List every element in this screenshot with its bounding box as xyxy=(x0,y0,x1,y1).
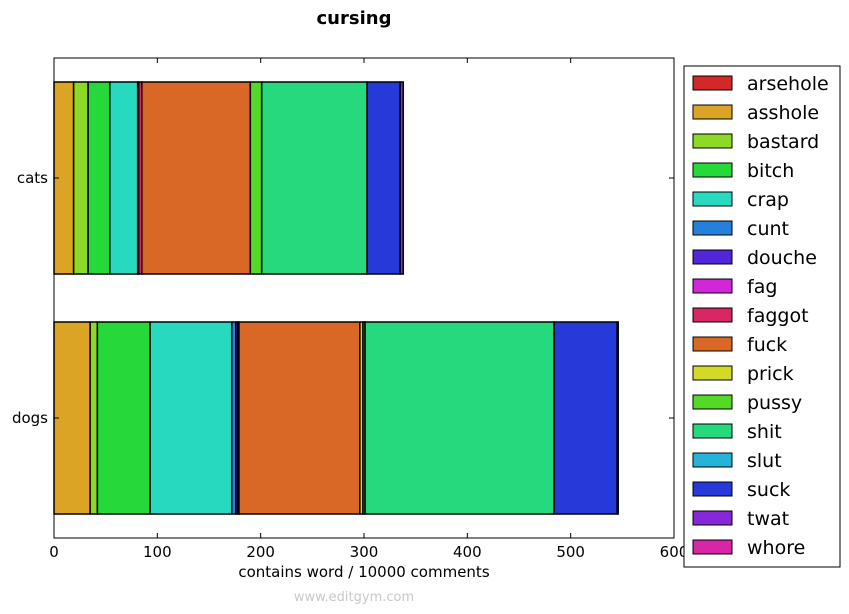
legend-swatch-prick xyxy=(692,365,733,381)
legend-label-faggot: faggot xyxy=(747,305,809,327)
bar-dogs-crap xyxy=(149,321,233,515)
legend-label-arsehole: arsehole xyxy=(747,73,829,95)
legend-swatch-shit xyxy=(692,423,733,439)
legend: arsehole asshole bastard bitch crap cunt douch… xyxy=(683,65,841,568)
legend-swatch-slut xyxy=(692,452,733,468)
x-tick-label: 400 xyxy=(453,543,482,561)
legend-label-whore: whore xyxy=(747,537,805,559)
x-tick-label: 500 xyxy=(556,543,585,561)
legend-swatch-fuck xyxy=(692,336,733,352)
bar-dogs-fuck xyxy=(238,321,361,515)
legend-swatch-bitch xyxy=(692,162,733,178)
x-tick-label: 0 xyxy=(49,543,59,561)
x-tick-label: 600 xyxy=(660,543,689,561)
legend-label-fag: fag xyxy=(747,276,777,298)
legend-swatch-asshole xyxy=(692,104,733,120)
legend-swatch-arsehole xyxy=(692,75,733,91)
x-axis-label: contains word / 10000 comments xyxy=(238,563,489,581)
legend-label-douche: douche xyxy=(747,247,817,269)
chart-title: cursing xyxy=(317,8,392,29)
legend-swatch-bastard xyxy=(692,133,733,149)
axes-layer: 0 100 200 300 400 500 600 cats dogs xyxy=(12,58,688,561)
legend-swatch-faggot xyxy=(692,307,733,323)
legend-label-fuck: fuck xyxy=(747,334,787,356)
legend-swatch-cunt xyxy=(692,220,733,236)
bar-dogs-shit xyxy=(364,321,555,515)
legend-label-pussy: pussy xyxy=(747,392,802,414)
bar-dogs-bastard xyxy=(89,321,99,515)
bar-cats-pussy xyxy=(249,81,263,275)
legend-swatch-whore xyxy=(692,539,733,555)
bar-dogs-bitch xyxy=(96,321,151,515)
legend-label-shit: shit xyxy=(747,421,782,443)
legend-label-prick: prick xyxy=(747,363,794,385)
legend-label-bastard: bastard xyxy=(747,131,819,153)
legend-swatch-twat xyxy=(692,510,733,526)
x-tick-label: 100 xyxy=(143,543,172,561)
legend-swatch-crap xyxy=(692,191,733,207)
bar-cats-twat xyxy=(399,81,405,275)
bar-dogs-suck xyxy=(553,321,618,515)
legend-label-slut: slut xyxy=(747,450,782,472)
legend-label-bitch: bitch xyxy=(747,160,794,182)
y-tick-label-cats: cats xyxy=(17,169,48,187)
bar-cats-bastard xyxy=(72,81,89,275)
legend-label-asshole: asshole xyxy=(747,102,819,124)
y-tick-label-dogs: dogs xyxy=(12,409,48,427)
bars-layer xyxy=(53,81,619,515)
legend-swatch-suck xyxy=(692,481,733,497)
legend-label-twat: twat xyxy=(747,508,789,530)
bar-cats-bitch xyxy=(87,81,111,275)
x-tick-label: 200 xyxy=(246,543,275,561)
legend-label-suck: suck xyxy=(747,479,790,501)
bar-dogs-twat xyxy=(616,321,619,515)
legend-swatch-pussy xyxy=(692,394,733,410)
legend-swatch-douche xyxy=(692,249,733,265)
bar-cats-shit xyxy=(260,81,368,275)
bar-cats-suck xyxy=(366,81,401,275)
legend-label-crap: crap xyxy=(747,189,789,211)
bar-cats-crap xyxy=(109,81,139,275)
x-tick-label: 300 xyxy=(350,543,379,561)
bar-dogs-asshole xyxy=(53,321,91,515)
legend-label-cunt: cunt xyxy=(747,218,789,240)
legend-swatch-fag xyxy=(692,278,733,294)
bar-cats-fuck xyxy=(141,81,252,275)
watermark: www.editgym.com xyxy=(294,590,414,605)
